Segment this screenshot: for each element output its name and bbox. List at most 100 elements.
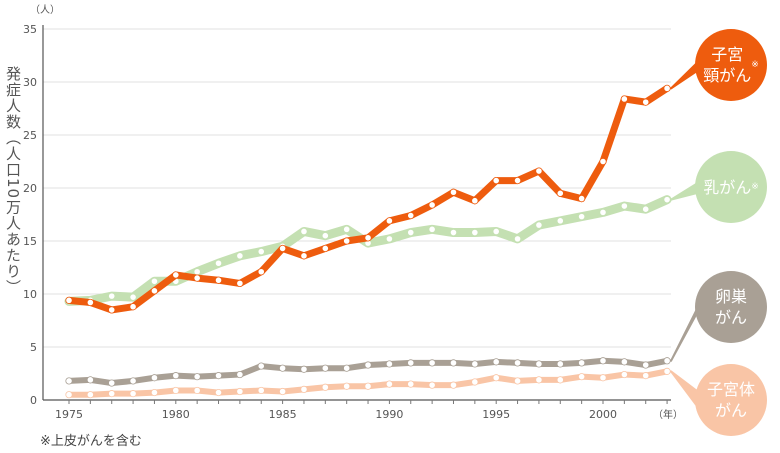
- data-point: [620, 370, 628, 379]
- data-point: [407, 228, 415, 237]
- series-label-bubble: 乳がん ※: [695, 151, 767, 223]
- data-point: [407, 211, 415, 220]
- data-point: [172, 372, 180, 380]
- data-point: [492, 176, 500, 185]
- data-point: [642, 372, 650, 380]
- data-point: [172, 386, 180, 395]
- data-point: [278, 244, 287, 253]
- data-point: [150, 388, 159, 397]
- data-point: [578, 195, 586, 203]
- data-point: [620, 95, 628, 103]
- data-point: [642, 205, 650, 213]
- data-point: [236, 370, 244, 379]
- data-point: [642, 98, 650, 106]
- y-tick-label: 5: [30, 341, 37, 354]
- data-point: [407, 380, 415, 388]
- data-point: [556, 360, 564, 368]
- data-point: [214, 259, 223, 267]
- data-point: [513, 377, 522, 385]
- data-point: [86, 391, 94, 399]
- data-point: [556, 376, 564, 384]
- data-point: [449, 188, 458, 196]
- data-point: [385, 217, 393, 225]
- series-name: 子宮 頸がん: [703, 45, 752, 85]
- data-point: [343, 364, 351, 372]
- data-point: [642, 361, 650, 369]
- data-point: [364, 382, 372, 390]
- data-point: [300, 252, 308, 260]
- data-point: [428, 201, 436, 209]
- series-line: [65, 84, 671, 314]
- data-point: [492, 227, 500, 236]
- data-point: [385, 235, 393, 243]
- x-tick-label: 1985: [269, 408, 297, 421]
- data-point: [108, 292, 116, 300]
- data-point: [172, 271, 180, 279]
- data-point: [578, 359, 586, 367]
- data-point: [214, 372, 223, 380]
- data-point: [556, 189, 564, 197]
- data-point: [65, 391, 73, 399]
- x-tick-label: 1980: [162, 408, 190, 421]
- x-tick-label: 1995: [482, 408, 510, 421]
- data-point: [492, 374, 500, 382]
- y-tick-labels: 0 5 10 15 20 25 30 35: [23, 23, 37, 407]
- data-point: [578, 213, 586, 221]
- data-point: [599, 157, 607, 166]
- data-point: [343, 237, 351, 245]
- data-point: [214, 276, 223, 284]
- data-point: [663, 367, 671, 375]
- data-point: [471, 360, 479, 368]
- y-axis-label: 発症人数（人口10万人あたり）: [4, 66, 22, 296]
- data-point: [236, 252, 244, 260]
- data-point: [343, 382, 351, 390]
- data-point: [535, 221, 543, 229]
- data-point: [663, 357, 671, 365]
- data-point: [278, 364, 287, 372]
- data-point: [129, 377, 137, 385]
- data-point: [150, 287, 159, 295]
- data-point: [150, 277, 159, 285]
- data-point: [599, 208, 607, 216]
- data-point: [599, 357, 607, 365]
- data-point: [663, 196, 671, 204]
- data-point: [428, 225, 436, 233]
- data-point: [321, 383, 329, 391]
- series-name: 子宮体 がん: [706, 380, 755, 420]
- data-point: [364, 361, 372, 369]
- data-point: [214, 388, 223, 397]
- data-point: [108, 390, 116, 398]
- data-point: [300, 385, 308, 393]
- series-name: 卵巣 がん: [714, 287, 747, 327]
- x-tick-labels: 1975 1980 1985 1990 1995 2000: [55, 408, 617, 421]
- data-point: [449, 359, 458, 367]
- data-point: [300, 227, 308, 236]
- data-point: [321, 232, 329, 240]
- data-point: [599, 374, 607, 382]
- data-point: [108, 379, 116, 387]
- data-point: [257, 386, 265, 395]
- data-point: [620, 358, 628, 366]
- data-point: [385, 380, 393, 388]
- data-point: [193, 268, 201, 276]
- data-point: [150, 374, 159, 382]
- data-point: [108, 306, 116, 314]
- data-point: [535, 360, 543, 368]
- data-point: [471, 197, 479, 205]
- data-point: [193, 373, 201, 381]
- data-point: [236, 279, 244, 287]
- y-tick-label: 0: [30, 394, 37, 407]
- data-point: [471, 378, 479, 386]
- data-point: [492, 358, 500, 366]
- data-point: [129, 303, 137, 311]
- data-point: [364, 234, 372, 242]
- data-point: [578, 373, 586, 381]
- data-point: [513, 359, 522, 367]
- axes: [42, 25, 671, 404]
- data-point: [535, 167, 543, 175]
- data-point: [385, 360, 393, 368]
- data-point: [556, 217, 564, 225]
- data-point: [236, 387, 244, 396]
- series-label-bubble: 卵巣 がん: [695, 271, 767, 343]
